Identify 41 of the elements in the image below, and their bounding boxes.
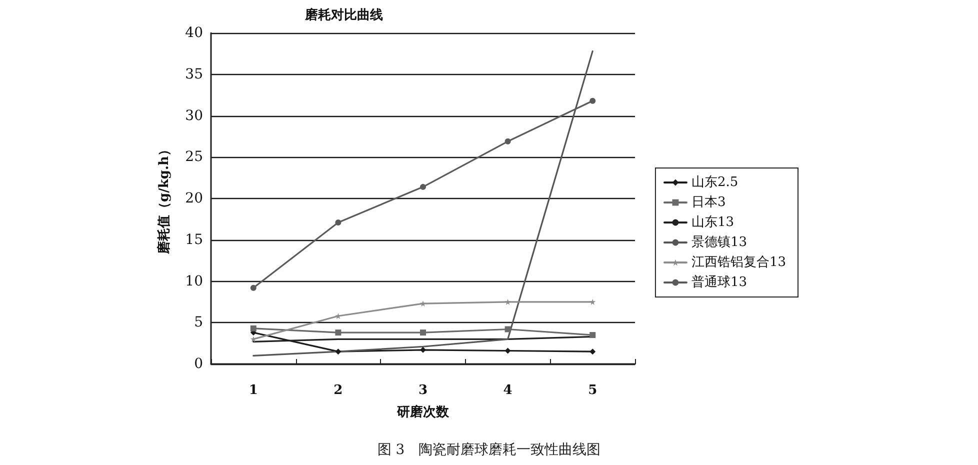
y-tick-label: 15: [185, 232, 203, 248]
legend-label: 日本3: [691, 195, 726, 210]
point: [420, 300, 426, 307]
x-axis-title: 研磨次数: [396, 404, 450, 420]
point: [420, 330, 426, 336]
point: [590, 98, 596, 104]
point: [335, 330, 342, 336]
x-tick-label: 5: [588, 383, 598, 398]
y-tick-label: 30: [185, 108, 203, 124]
point: [590, 348, 596, 355]
y-tick-label: 0: [194, 356, 203, 372]
point: [250, 284, 256, 291]
y-axis-title: 磨耗值（g/kg.h）: [156, 143, 172, 255]
point: [504, 326, 511, 332]
y-tick-label: 5: [194, 314, 203, 331]
chart-title: 磨耗对比曲线: [304, 7, 383, 23]
point: [504, 138, 511, 144]
y-tick-label: 10: [185, 273, 203, 290]
x-tick-label: 4: [503, 383, 512, 398]
point: [335, 220, 342, 226]
point: [590, 298, 596, 305]
legend-label: 江西锆铝复合13: [691, 255, 786, 270]
x-tick-label: 1: [248, 383, 258, 398]
legend-label: 山东13: [691, 215, 734, 230]
y-tick-label: 35: [185, 66, 203, 82]
x-tick-label: 3: [418, 383, 428, 398]
point: [420, 184, 426, 190]
point: [335, 348, 342, 355]
legend-label: 山东2.5: [691, 175, 738, 190]
point: [250, 325, 256, 332]
point: [420, 346, 426, 353]
point: [504, 298, 511, 305]
line-series: [252, 50, 594, 357]
point: [590, 332, 596, 338]
legend-label: 景德镇13: [691, 235, 748, 250]
caption: 图 3 陶瓷耐磨球磨耗一致性曲线图: [377, 442, 601, 458]
y-tick-label: 40: [185, 25, 203, 41]
legend-label: 普通球13: [691, 274, 748, 290]
y-tick-label: 25: [185, 149, 203, 166]
y-tick-label: 20: [185, 190, 203, 206]
x-tick-label: 2: [334, 383, 343, 398]
